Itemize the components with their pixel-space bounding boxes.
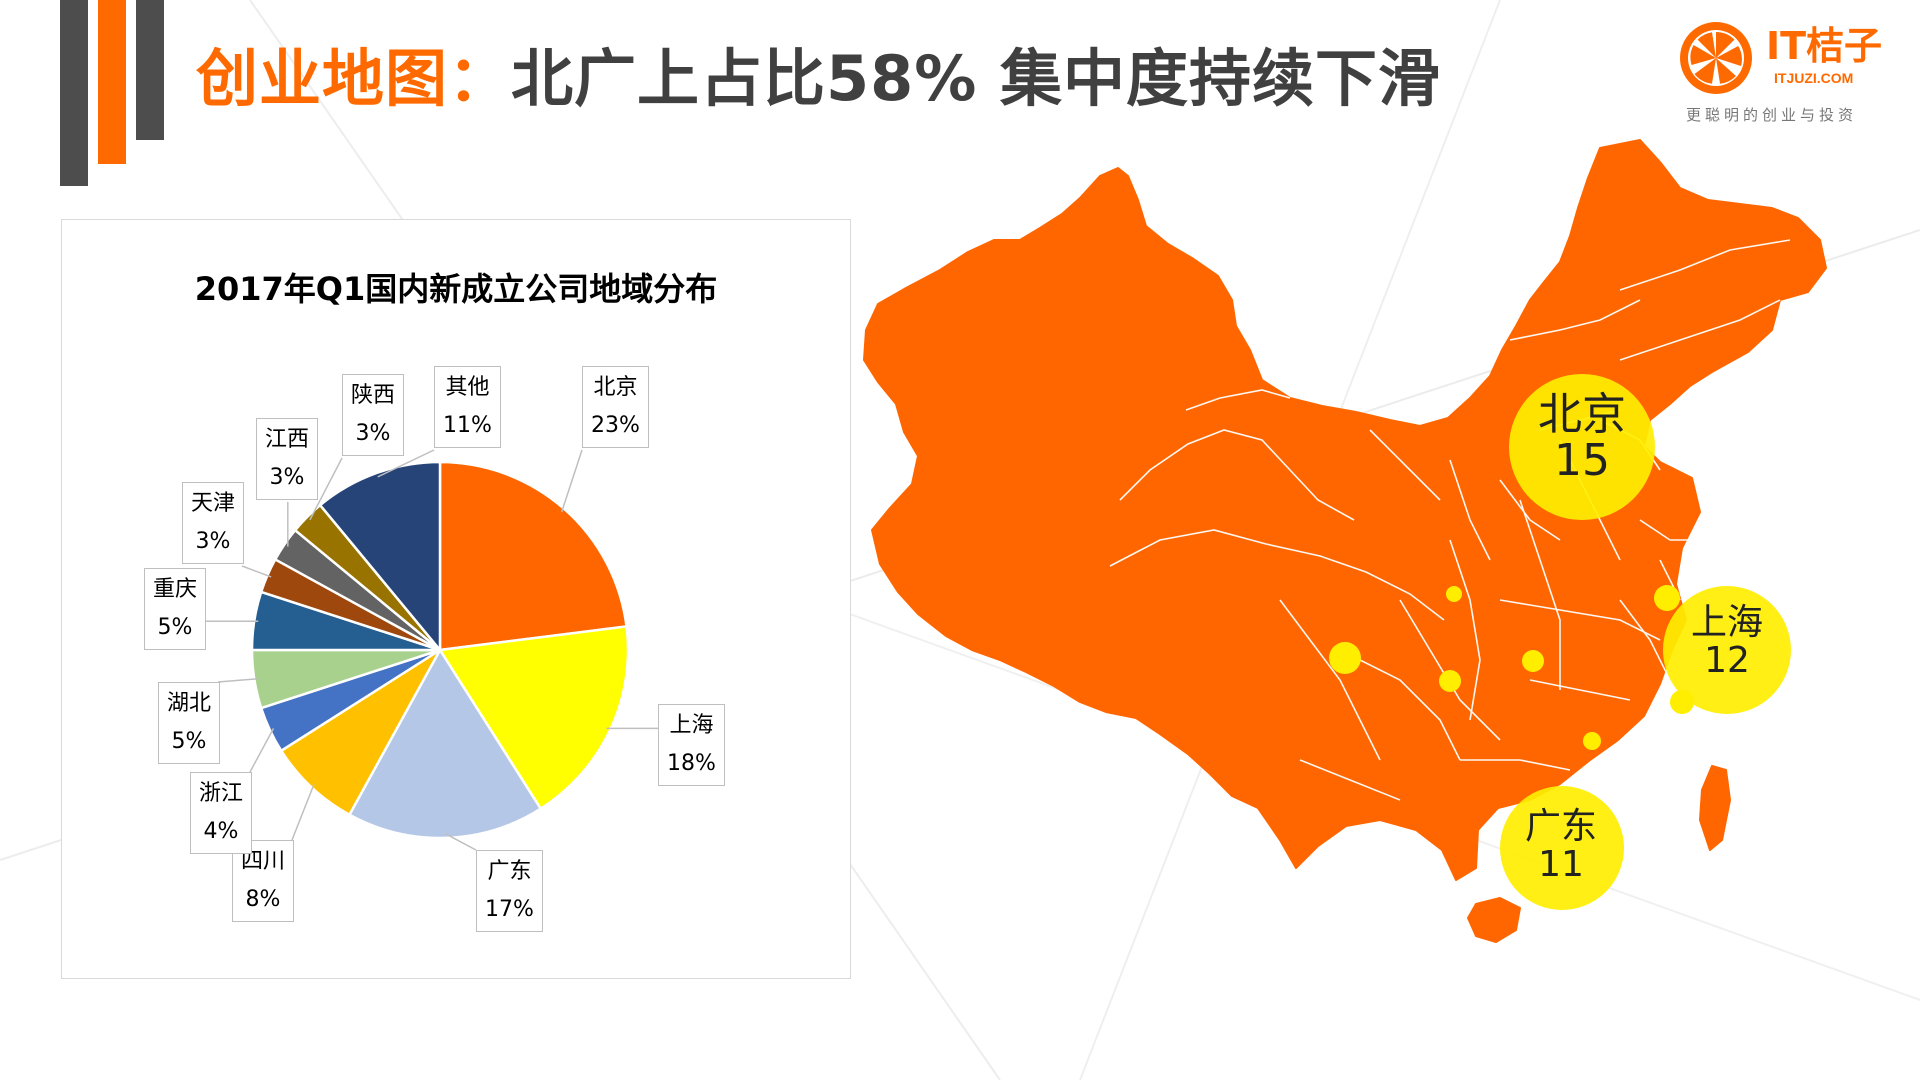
bubble-label-guangdong: 广东 11: [1496, 808, 1626, 884]
pie-slice-other: [318, 460, 442, 654]
china-mainland-shape: [863, 139, 1827, 943]
data-label-tianjin: 天津 3%: [182, 482, 245, 564]
bubble-guangdong-name: 广东: [1524, 806, 1597, 847]
chart-title: 2017年Q1国内新成立公司地域分布: [194, 270, 718, 308]
data-label-value: 4%: [203, 819, 239, 844]
leader-line-tianjin: [241, 565, 272, 578]
leader-line-beijing: [560, 449, 583, 513]
data-label-value: 3%: [355, 421, 391, 446]
data-label-value: 23%: [591, 413, 640, 438]
data-label-value: 17%: [485, 897, 534, 922]
pie-chart-panel: 2017年Q1国内新成立公司地域分布 北京 23% 上海 18% 广东 17% 四川 8% 浙江…: [61, 219, 851, 979]
city-dot-chongqing: [1439, 670, 1461, 692]
data-label-name: 浙江: [199, 781, 244, 806]
data-label-shaanxi: 陕西 3%: [342, 374, 405, 456]
leader-line-sichuan: [291, 783, 315, 841]
bubble-beijing: [1509, 374, 1655, 520]
bubble-guangdong: [1500, 786, 1624, 910]
city-dot-xian-area: [1446, 586, 1462, 602]
pie-slice-sichuan: [279, 648, 442, 817]
data-label-beijing: 北京 23%: [582, 366, 649, 448]
logo-name: IT桔子: [1766, 24, 1883, 68]
data-label-guangdong: 广东 17%: [476, 850, 543, 932]
data-label-value: 5%: [157, 615, 193, 640]
pie-slice-beijing: [438, 460, 628, 652]
itjuzi-logo: IT桔子 ITJUZI.COM 更聪明的创业与投资: [1676, 18, 1906, 128]
bubble-beijing-name: 北京: [1538, 389, 1626, 440]
title-main: 北广上占比58% 集中度持续下滑: [511, 42, 1442, 115]
logo-slogan: 更聪明的创业与投资: [1686, 106, 1858, 124]
data-label-value: 11%: [443, 413, 492, 438]
deco-bar-orange: [98, 0, 126, 164]
data-label-name: 其他: [445, 375, 490, 400]
deco-bar-dark-2: [136, 0, 164, 140]
city-dot-chongqing-area: [1329, 642, 1361, 674]
data-label-name: 北京: [593, 375, 638, 400]
bubble-guangdong-value: 11: [1538, 843, 1584, 885]
data-label-hubei: 湖北 5%: [158, 682, 221, 764]
data-label-jiangxi: 江西 3%: [256, 418, 319, 500]
bubble-shanghai-name: 上海: [1690, 602, 1763, 643]
data-label-name: 广东: [487, 859, 532, 884]
taiwan-shape: [1699, 765, 1731, 851]
bubble-shanghai-value: 12: [1704, 639, 1750, 681]
data-label-name: 上海: [669, 713, 714, 738]
leader-line-guangdong: [445, 833, 477, 851]
bubble-label-shanghai: 上海 12: [1662, 604, 1792, 680]
data-label-value: 3%: [195, 529, 231, 554]
leader-line-hubei: [217, 678, 259, 683]
city-dot-jiangsu-area: [1654, 585, 1680, 611]
hainan-shape: [1467, 897, 1521, 943]
logo-url: ITJUZI.COM: [1774, 70, 1854, 86]
data-label-value: 3%: [269, 465, 305, 490]
deco-bar-dark-1: [60, 0, 88, 186]
leader-line-zhejiang: [249, 727, 275, 773]
data-label-name: 天津: [191, 491, 236, 516]
data-label-value: 8%: [245, 887, 281, 912]
province-borders: [1109, 239, 1791, 801]
bubble-label-beijing: 北京 15: [1512, 389, 1652, 487]
city-dot-hubei-area: [1522, 650, 1544, 672]
pie-chart: [204, 449, 658, 851]
leader-line-shaanxi: [309, 457, 343, 521]
data-label-zhejiang: 浙江 4%: [190, 772, 253, 854]
data-label-name: 重庆: [153, 577, 198, 602]
data-label-value: 18%: [667, 751, 716, 776]
data-label-name: 江西: [265, 427, 310, 452]
title-highlight: 创业地图：: [196, 42, 512, 115]
data-label-name: 陕西: [351, 383, 396, 408]
data-label-value: 5%: [171, 729, 207, 754]
bubble-shanghai: [1663, 586, 1791, 714]
data-label-name: 湖北: [167, 691, 212, 716]
page-title: 创业地图：北广上占比58% 集中度持续下滑: [196, 34, 1441, 124]
city-dot-jiangxi-area: [1583, 732, 1601, 750]
pie-slice-shanghai: [437, 625, 630, 811]
data-label-shanghai: 上海 18%: [658, 704, 725, 786]
bubble-beijing-value: 15: [1554, 435, 1610, 487]
leader-line-other: [377, 449, 435, 478]
pie-slice-guangdong: [347, 647, 543, 840]
data-label-chongqing: 重庆 5%: [144, 568, 207, 650]
data-label-other: 其他 11%: [434, 366, 501, 448]
orange-slice-icon: [1680, 22, 1752, 94]
